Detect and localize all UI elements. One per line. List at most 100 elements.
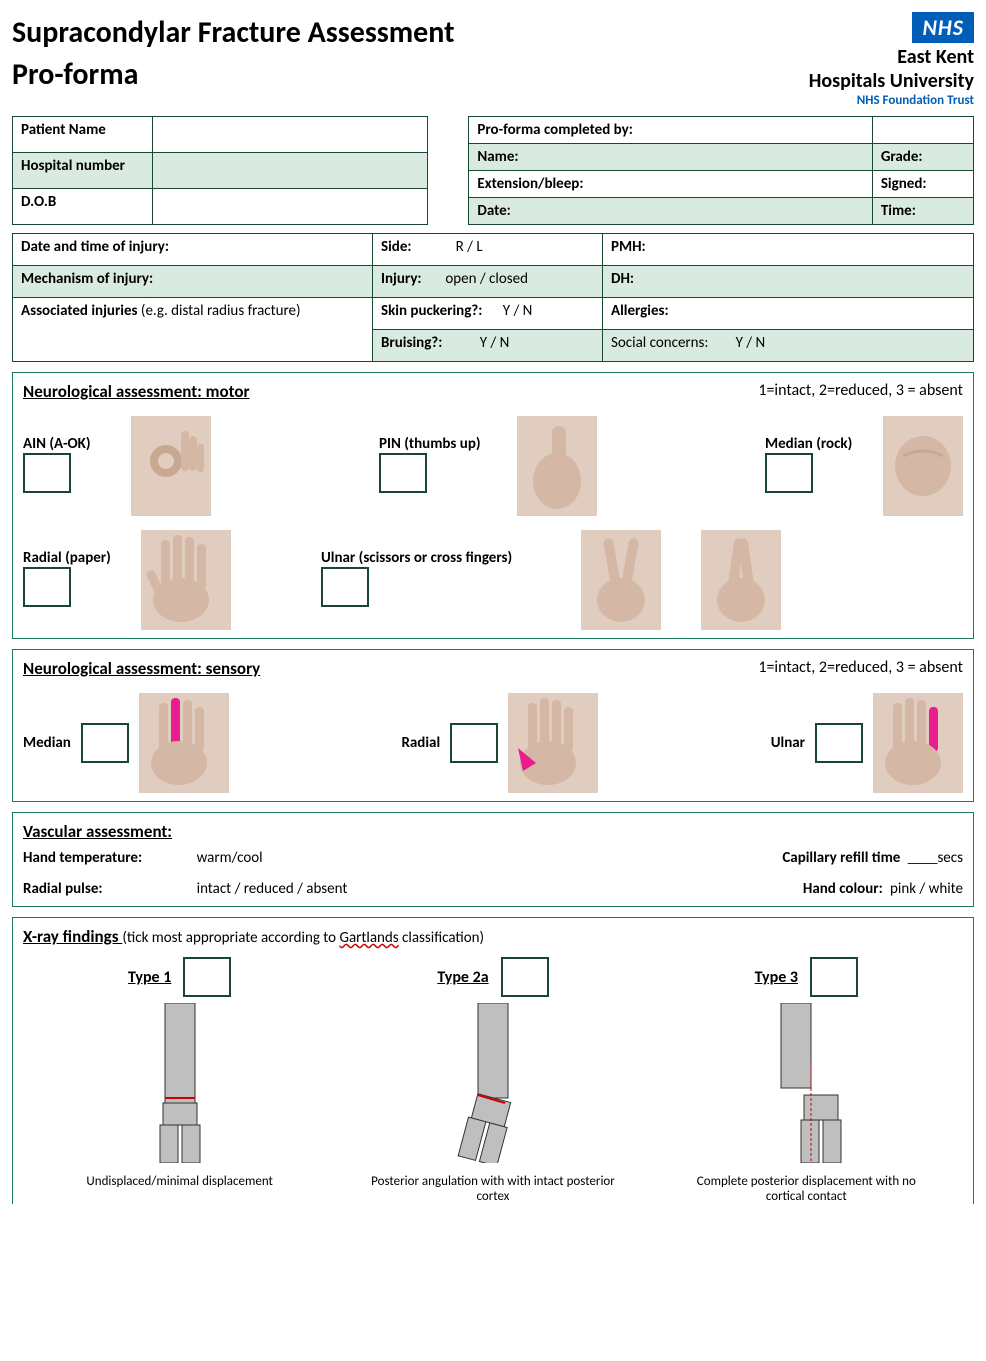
crt-label: Capillary refill time bbox=[782, 849, 900, 867]
xray-type2a: Type 2a Posterior angulation with with i… bbox=[363, 957, 623, 1204]
title-line-2: Pro-forma bbox=[12, 54, 455, 96]
neuro-motor-section: Neurological assessment: motor 1=intact,… bbox=[12, 372, 974, 639]
top-tables: Patient Name Hospital number D.O.B Pro-f… bbox=[12, 116, 974, 225]
median-checkbox[interactable] bbox=[765, 453, 813, 493]
skin-puckering: Skin puckering?: Y / N bbox=[373, 298, 603, 330]
page-title: Supracondylar Fracture Assessment Pro-fo… bbox=[12, 12, 455, 96]
patient-name-field[interactable] bbox=[153, 117, 428, 153]
hand-temp-opts: warm/cool bbox=[197, 849, 263, 867]
ain-label: AIN (A-OK) bbox=[23, 435, 123, 453]
xray-type2a-icon bbox=[443, 1003, 543, 1163]
hospital-number-label: Hospital number bbox=[13, 153, 153, 189]
xray-type1: Type 1 Undisplaced/minimal displacement bbox=[50, 957, 310, 1204]
radial-checkbox[interactable] bbox=[23, 567, 71, 607]
injury-table: Date and time of injury: Side: R / L PMH… bbox=[12, 233, 974, 362]
patient-name-label: Patient Name bbox=[13, 117, 153, 153]
hand-colour-label: Hand colour: bbox=[803, 880, 883, 898]
grade-label: Grade: bbox=[872, 144, 973, 171]
hospital-number-field[interactable] bbox=[153, 153, 428, 189]
hand-paper-icon bbox=[141, 530, 231, 630]
type1-label: Type 1 bbox=[128, 968, 171, 987]
sensory-ulnar-item: Ulnar bbox=[771, 693, 963, 793]
associated-injuries-label: Associated injuries (e.g. distal radius … bbox=[13, 298, 373, 362]
ain-item: AIN (A-OK) bbox=[23, 416, 211, 516]
dh-label: DH: bbox=[603, 266, 974, 298]
nhs-logo: NHS bbox=[912, 12, 974, 43]
nhs-org-line-3: NHS Foundation Trust bbox=[809, 93, 974, 108]
nhs-org-line-2: Hospitals University bbox=[809, 69, 974, 93]
ulnar-item: Ulnar (scissors or cross fingers) bbox=[321, 549, 541, 612]
hand-scissors-icon-2: ←→ bbox=[701, 530, 781, 630]
completed-by-table: Pro-forma completed by: Name:Grade: Exte… bbox=[468, 116, 974, 225]
pin-checkbox[interactable] bbox=[379, 453, 427, 493]
dob-label: D.O.B bbox=[13, 189, 153, 225]
hand-ulnar-icon bbox=[873, 693, 963, 793]
radial-pulse-opts: intact / reduced / absent bbox=[197, 880, 348, 898]
type2a-caption: Posterior angulation with with intact po… bbox=[363, 1174, 623, 1204]
pin-label: PIN (thumbs up) bbox=[379, 435, 509, 453]
arrow-left-icon: ← bbox=[628, 530, 641, 533]
arrow-right-icon: → bbox=[748, 530, 761, 533]
bruising: Bruising?: Y / N bbox=[373, 330, 603, 362]
type3-checkbox[interactable] bbox=[810, 957, 858, 997]
hand-scissors-icon-1: →← bbox=[581, 530, 661, 630]
sensory-median-label: Median bbox=[23, 734, 71, 752]
neuro-sensory-title: Neurological assessment: sensory bbox=[23, 658, 260, 679]
type3-caption: Complete posterior displacement with no … bbox=[676, 1174, 936, 1204]
type2a-checkbox[interactable] bbox=[501, 957, 549, 997]
xray-type3-icon bbox=[756, 1003, 856, 1163]
vascular-section: Vascular assessment: Hand temperature: w… bbox=[12, 812, 974, 907]
sensory-ulnar-label: Ulnar bbox=[771, 734, 805, 752]
xray-title: X-ray findings bbox=[23, 926, 122, 947]
xray-type3: Type 3 Complete posterior displacement w… bbox=[676, 957, 936, 1204]
patient-table: Patient Name Hospital number D.O.B bbox=[12, 116, 428, 225]
hand-fist-icon bbox=[883, 416, 963, 516]
injury-open-closed: Injury: open / closed bbox=[373, 266, 603, 298]
neuro-sensory-section: Neurological assessment: sensory 1=intac… bbox=[12, 649, 974, 802]
radial-pulse-label: Radial pulse: bbox=[23, 880, 193, 898]
radial-label: Radial (paper) bbox=[23, 549, 133, 567]
sensory-radial-label: Radial bbox=[401, 734, 440, 752]
title-line-1: Supracondylar Fracture Assessment bbox=[12, 12, 455, 54]
date-label: Date: bbox=[469, 198, 872, 225]
nhs-org-line-1: East Kent bbox=[809, 45, 974, 69]
allergies-label: Allergies: bbox=[603, 298, 974, 330]
neuro-sensory-scale: 1=intact, 2=reduced, 3 = absent bbox=[758, 658, 963, 677]
sensory-median-item: Median bbox=[23, 693, 229, 793]
radial-item: Radial (paper) bbox=[23, 530, 231, 630]
ulnar-label: Ulnar (scissors or cross fingers) bbox=[321, 549, 541, 567]
vascular-title: Vascular assessment: bbox=[23, 821, 172, 842]
arrow-right-icon: → bbox=[601, 530, 614, 533]
type3-label: Type 3 bbox=[755, 968, 798, 987]
mechanism-label: Mechanism of injury: bbox=[13, 266, 373, 298]
hand-ok-icon bbox=[131, 416, 211, 516]
time-label: Time: bbox=[872, 198, 973, 225]
sensory-ulnar-checkbox[interactable] bbox=[815, 723, 863, 763]
xray-heading: X-ray findings (tick most appropriate ac… bbox=[23, 926, 963, 947]
type1-caption: Undisplaced/minimal displacement bbox=[50, 1174, 310, 1189]
extension-label: Extension/bleep: bbox=[469, 171, 872, 198]
neuro-motor-scale: 1=intact, 2=reduced, 3 = absent bbox=[758, 381, 963, 400]
median-label: Median (rock) bbox=[765, 435, 875, 453]
xray-type1-icon bbox=[130, 1003, 230, 1163]
neuro-motor-title: Neurological assessment: motor bbox=[23, 381, 250, 402]
sensory-median-checkbox[interactable] bbox=[81, 723, 129, 763]
crt-unit: ____secs bbox=[908, 849, 963, 867]
dob-field[interactable] bbox=[153, 189, 428, 225]
hand-temp-label: Hand temperature: bbox=[23, 849, 193, 867]
type2a-label: Type 2a bbox=[437, 968, 488, 987]
nhs-logo-block: NHS East Kent Hospitals University NHS F… bbox=[809, 12, 974, 108]
ulnar-checkbox[interactable] bbox=[321, 567, 369, 607]
signed-label: Signed: bbox=[872, 171, 973, 198]
sensory-radial-checkbox[interactable] bbox=[450, 723, 498, 763]
type1-checkbox[interactable] bbox=[183, 957, 231, 997]
ain-checkbox[interactable] bbox=[23, 453, 71, 493]
pin-item: PIN (thumbs up) bbox=[379, 416, 597, 516]
completed-by-blank[interactable] bbox=[872, 117, 973, 144]
sensory-radial-item: Radial bbox=[401, 693, 598, 793]
pmh-label: PMH: bbox=[603, 234, 974, 266]
arrow-left-icon: ← bbox=[721, 530, 734, 533]
social-concerns: Social concerns: Y / N bbox=[603, 330, 974, 362]
hand-colour-opts: pink / white bbox=[890, 880, 963, 898]
xray-section: X-ray findings (tick most appropriate ac… bbox=[12, 917, 974, 1204]
